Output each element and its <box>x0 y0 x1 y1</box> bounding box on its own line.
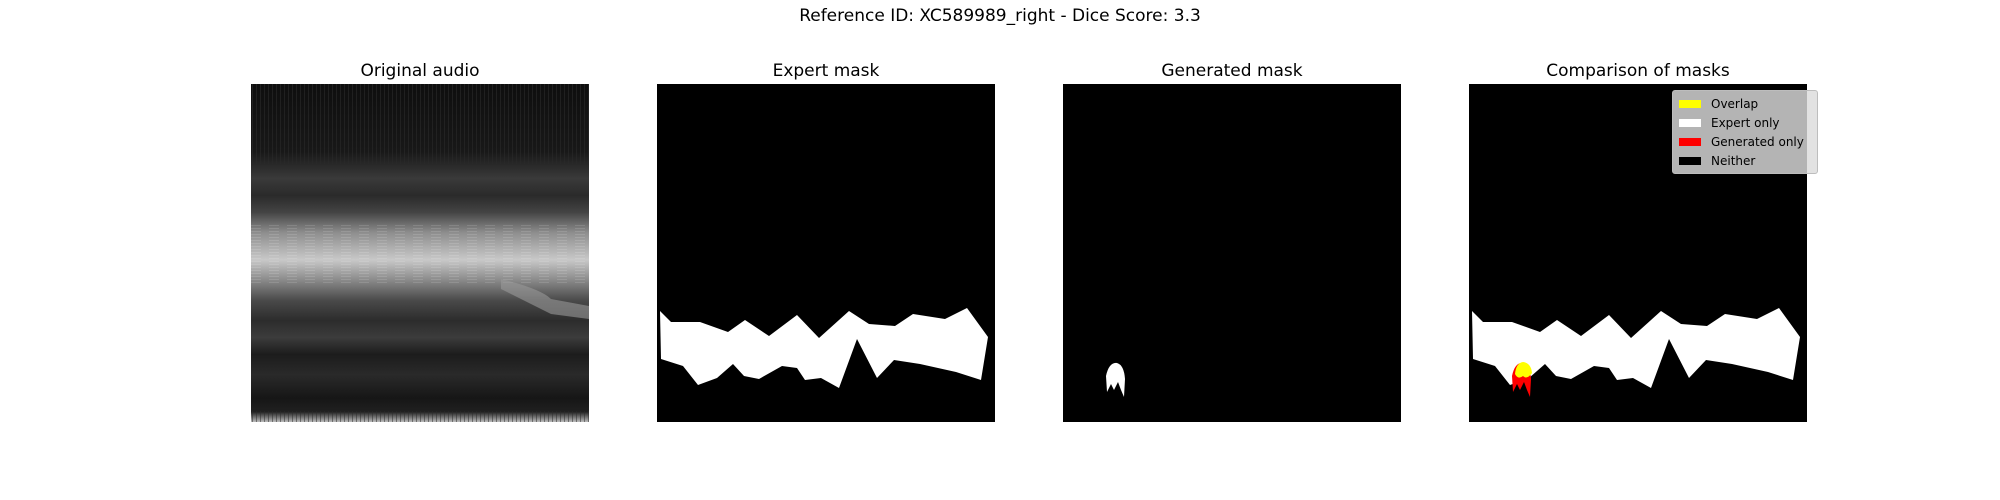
figure-title: Reference ID: XC589989_right - Dice Scor… <box>799 6 1201 26</box>
legend-label-neither: Neither <box>1711 153 1756 168</box>
legend-label-overlap: Overlap <box>1711 96 1759 111</box>
legend-label-expert-only: Expert only <box>1711 115 1780 130</box>
panel-generated-mask: Generated mask <box>1063 58 1401 422</box>
legend-item-generated-only: Generated only <box>1679 132 1811 151</box>
legend-swatch-neither <box>1679 156 1701 165</box>
panel-title-comparison: Comparison of masks <box>1546 61 1730 81</box>
expert-mask-region <box>660 308 988 388</box>
legend-item-overlap: Overlap <box>1679 94 1811 113</box>
panel-expert-mask: Expert mask <box>657 58 995 422</box>
generated-mask-region <box>1106 362 1125 397</box>
expert-mask-image <box>657 84 995 422</box>
legend-swatch-overlap <box>1679 99 1701 108</box>
legend-item-neither: Neither <box>1679 151 1811 170</box>
legend-swatch-expert-only <box>1679 118 1701 127</box>
panel-original-audio: Original audio <box>251 58 589 422</box>
panel-title-generated-mask: Generated mask <box>1161 61 1303 81</box>
panel-title-expert-mask: Expert mask <box>772 61 880 81</box>
generated-mask-image <box>1063 84 1401 422</box>
expert-only-region <box>1472 308 1800 388</box>
spectrogram-image <box>251 84 589 422</box>
legend-item-expert-only: Expert only <box>1679 113 1811 132</box>
legend-label-generated-only: Generated only <box>1711 134 1804 149</box>
legend: Overlap Expert only Generated only Neith… <box>1672 90 1818 174</box>
panel-title-original-audio: Original audio <box>360 61 480 81</box>
legend-swatch-generated-only <box>1679 137 1701 146</box>
overlap-region <box>1515 362 1532 378</box>
